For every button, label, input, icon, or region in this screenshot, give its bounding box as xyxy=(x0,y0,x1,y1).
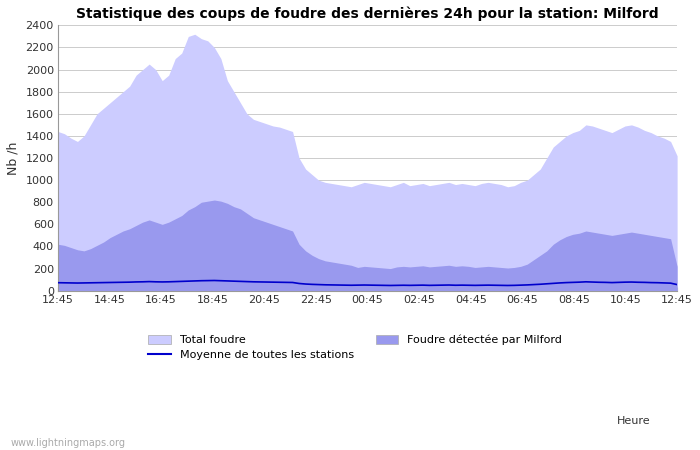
Title: Statistique des coups de foudre des dernières 24h pour la station: Milford: Statistique des coups de foudre des dern… xyxy=(76,7,659,22)
Legend: Total foudre, Moyenne de toutes les stations, Foudre détectée par Milford: Total foudre, Moyenne de toutes les stat… xyxy=(144,330,566,365)
Text: Heure: Heure xyxy=(617,416,651,426)
Text: www.lightningmaps.org: www.lightningmaps.org xyxy=(10,438,125,448)
Y-axis label: Nb /h: Nb /h xyxy=(7,141,20,175)
